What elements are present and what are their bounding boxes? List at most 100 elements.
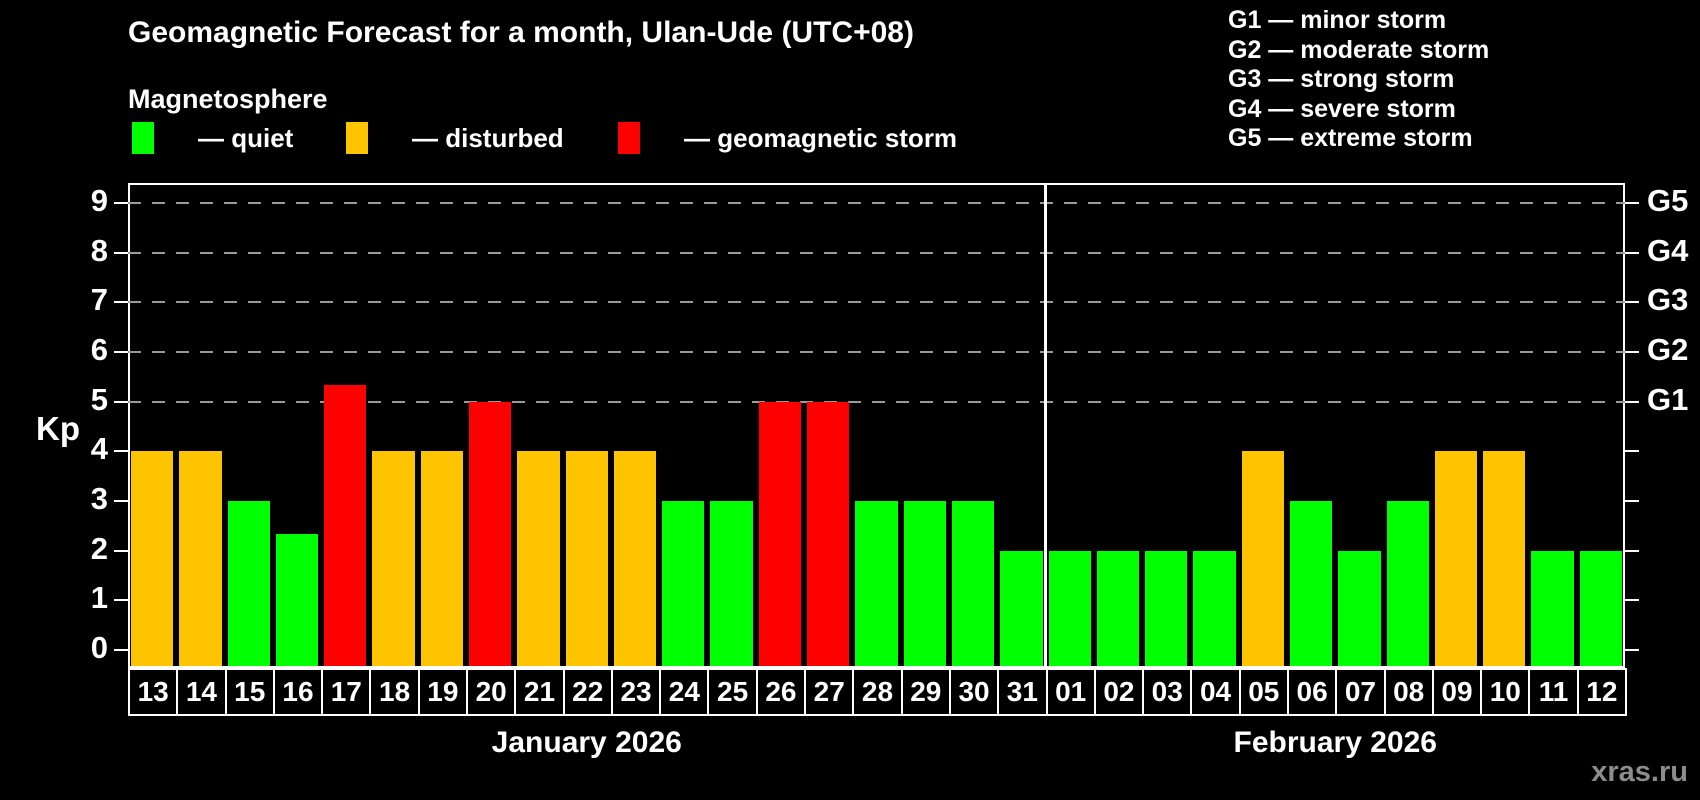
kp-bar-jan-24 [662,501,705,666]
right-tick-6 [1625,350,1639,353]
day-label-jan-30: 30 [948,668,1000,716]
right-tick-1 [1625,599,1639,602]
day-label-feb-07: 07 [1335,668,1386,716]
kp-bar-jan-25 [710,501,753,666]
plot-area [128,183,1625,668]
y-tick-label-6: 6 [90,331,108,367]
right-tick-5 [1625,400,1639,403]
g-legend-line: G3 — strong storm [1228,65,1455,93]
kp-bar-jan-21 [517,451,560,666]
y-tick-7 [114,301,128,304]
gridline-kp-8 [128,251,1625,254]
day-label-jan-14: 14 [176,668,227,716]
kp-bar-jan-23 [613,451,657,666]
day-label-jan-21: 21 [514,668,565,716]
kp-bar-feb-09 [1434,451,1478,666]
chart-title: Geomagnetic Forecast for a month, Ulan-U… [128,16,914,49]
kp-bar-feb-07 [1338,550,1381,666]
y-tick-5 [114,400,128,403]
kp-bar-jan-20 [469,401,512,666]
y-tick-label-4: 4 [90,431,108,467]
y-tick-label-7: 7 [90,282,108,318]
gridline-kp-5 [128,400,1625,403]
day-label-jan-24: 24 [659,668,710,716]
legend-label-disturbed: — disturbed [412,122,564,153]
kp-bar-feb-04 [1193,550,1236,666]
kp-bar-jan-17 [324,385,367,666]
right-tick-9 [1625,201,1639,204]
kp-bar-jan-19 [420,451,464,666]
legend-item-storm: — geomagnetic storm [618,122,957,154]
right-tick-2 [1625,549,1639,552]
month-separator [1044,183,1048,668]
kp-bar-feb-06 [1289,501,1333,666]
kp-bar-jan-15 [227,501,270,666]
day-label-jan-26: 26 [755,668,807,716]
kp-bar-jan-30 [951,501,995,666]
right-tick-8 [1625,251,1639,254]
day-label-feb-08: 08 [1383,668,1434,716]
day-label-feb-12: 12 [1576,668,1627,716]
y-tick-label-2: 2 [90,530,108,566]
y-tick-8 [114,251,128,254]
right-axis-label-G1: G1 [1647,381,1689,417]
day-label-jan-20: 20 [466,668,517,716]
y-tick-label-5: 5 [90,381,108,417]
g-legend-line: G2 — moderate storm [1228,35,1490,64]
y-tick-label-0: 0 [90,630,108,666]
right-axis-label-G5: G5 [1647,182,1689,218]
kp-bar-feb-02 [1096,550,1140,666]
kp-bar-feb-10 [1483,451,1526,666]
g-scale-legend: G1 — minor storm G2 — moderate storm G3 — … [1228,6,1489,154]
day-label-feb-11: 11 [1528,668,1579,716]
day-label-feb-03: 03 [1142,668,1193,716]
y-tick-label-3: 3 [90,481,108,517]
day-label-jan-18: 18 [369,668,420,716]
day-label-jan-29: 29 [900,668,951,716]
y-tick-label-1: 1 [90,580,108,616]
disturbed-swatch-icon [346,122,368,154]
kp-bar-jan-14 [179,451,222,666]
kp-bar-jan-29 [903,501,946,666]
y-tick-label-8: 8 [90,232,108,268]
kp-bar-jan-27 [807,401,850,666]
day-label-jan-27: 27 [804,668,855,716]
kp-bar-jan-13 [131,451,174,666]
kp-bar-jan-31 [1000,550,1043,666]
day-label-jan-31: 31 [997,668,1048,716]
magnetosphere-label: Magnetosphere [128,84,328,114]
kp-bar-jan-22 [565,451,608,666]
kp-bar-feb-11 [1531,550,1574,666]
right-tick-7 [1625,301,1639,304]
gridline-kp-6 [128,350,1625,353]
kp-bar-jan-16 [275,534,319,666]
kp-axis-label: Kp [36,410,80,447]
kp-bar-feb-05 [1241,451,1284,666]
y-tick-2 [114,549,128,552]
kp-bar-feb-12 [1579,550,1622,666]
right-tick-0 [1625,649,1639,652]
kp-bar-jan-18 [372,451,415,666]
kp-bar-feb-03 [1145,550,1188,666]
day-label-feb-04: 04 [1190,668,1241,716]
y-tick-0 [114,649,128,652]
legend-label-quiet: — quiet [198,122,294,153]
day-label-feb-01: 01 [1045,668,1096,716]
gridline-kp-9 [128,201,1625,204]
g-legend-line: G4 — severe storm [1228,94,1456,123]
y-tick-4 [114,450,128,453]
day-label-jan-25: 25 [707,668,758,716]
month-caption-feb: February 2026 [1233,726,1437,759]
y-tick-6 [114,350,128,353]
day-label-jan-23: 23 [610,668,662,716]
right-tick-4 [1625,450,1639,453]
legend-item-quiet: — quiet [132,122,293,154]
storm-swatch-icon [618,122,640,154]
y-tick-1 [114,599,128,602]
day-label-feb-06: 06 [1286,668,1338,716]
right-axis-label-G3: G3 [1647,282,1689,318]
day-label-jan-22: 22 [562,668,613,716]
watermark: xras.ru [1591,756,1688,788]
right-axis-label-G4: G4 [1647,232,1689,268]
